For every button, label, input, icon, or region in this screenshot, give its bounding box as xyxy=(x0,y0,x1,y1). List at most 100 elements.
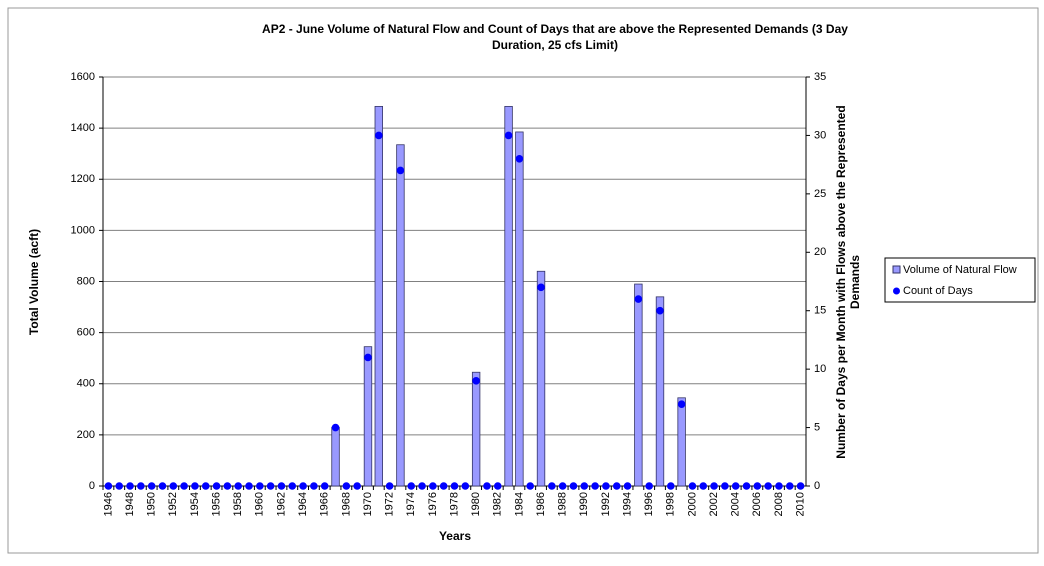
y2-tick-label: 20 xyxy=(814,246,826,258)
dot xyxy=(104,482,113,490)
dot xyxy=(234,482,242,490)
x-tick-label: 1946 xyxy=(102,492,114,516)
dot xyxy=(256,482,264,490)
dot xyxy=(537,283,545,292)
x-tick-label: 1992 xyxy=(600,492,612,516)
dot xyxy=(515,155,524,163)
x-tick-label: 1958 xyxy=(232,492,244,516)
y-tick-label: 200 xyxy=(77,429,95,441)
x-tick-label: 2004 xyxy=(730,492,742,516)
x-tick-label: 1996 xyxy=(643,492,655,516)
dot xyxy=(212,482,221,490)
x-tick-label: 1960 xyxy=(254,492,266,516)
x-tick-label: 1990 xyxy=(578,492,590,516)
dot xyxy=(191,482,199,490)
dot xyxy=(364,353,372,362)
dot xyxy=(374,131,383,140)
dot xyxy=(169,482,178,490)
dot xyxy=(396,166,405,175)
legend-swatch xyxy=(893,287,900,295)
y2-axis-label: Demands xyxy=(848,255,862,309)
dot xyxy=(320,482,329,490)
y2-tick-label: 30 xyxy=(814,129,826,141)
x-tick-label: 1956 xyxy=(210,492,222,516)
bar xyxy=(536,270,546,487)
dot xyxy=(688,482,697,490)
y-tick-label: 1600 xyxy=(71,71,95,83)
x-tick-label: 1988 xyxy=(557,492,569,516)
y2-tick-label: 15 xyxy=(814,305,826,317)
dot xyxy=(667,482,675,490)
x-tick-label: 2010 xyxy=(794,492,806,516)
legend-box xyxy=(884,257,1036,303)
x-tick-label: 1994 xyxy=(621,492,633,516)
y-tick-label: 1000 xyxy=(71,224,95,236)
bar xyxy=(471,371,481,487)
dot xyxy=(429,482,437,490)
y-tick-label: 1400 xyxy=(71,122,95,134)
dot xyxy=(472,377,480,385)
bar xyxy=(396,144,405,487)
dot xyxy=(493,482,502,490)
dot xyxy=(418,482,426,490)
dot xyxy=(180,482,188,490)
x-tick-label: 1998 xyxy=(665,492,677,516)
dot xyxy=(645,482,653,490)
y2-axis-label: Number of Days per Month with Flows abov… xyxy=(834,105,848,458)
dot xyxy=(623,482,632,490)
x-tick-label: 1970 xyxy=(362,492,374,516)
bar xyxy=(634,283,643,487)
x-tick-label: 1968 xyxy=(340,492,352,516)
dot xyxy=(385,482,394,490)
dot xyxy=(342,482,351,490)
dot xyxy=(158,482,167,490)
dot xyxy=(450,482,459,490)
dot xyxy=(201,482,210,490)
dot xyxy=(796,482,805,490)
dot xyxy=(731,482,740,490)
bar xyxy=(374,105,383,487)
dot xyxy=(331,423,340,432)
y2-tick-label: 5 xyxy=(814,421,820,433)
dot xyxy=(277,482,286,490)
dot xyxy=(558,482,567,490)
x-tick-label: 2000 xyxy=(686,492,698,516)
dot xyxy=(407,482,416,490)
dot xyxy=(591,482,599,490)
legend-label: Count of Days xyxy=(903,285,973,297)
x-tick-label: 1962 xyxy=(275,492,287,516)
x-tick-label: 1976 xyxy=(427,492,439,516)
bar xyxy=(655,296,665,487)
x-tick-label: 1984 xyxy=(513,492,525,516)
x-tick-label: 1966 xyxy=(319,492,331,516)
dot xyxy=(115,482,124,490)
y2-tick-label: 25 xyxy=(814,188,826,200)
dot xyxy=(721,482,729,490)
dot xyxy=(580,482,589,490)
x-tick-label: 1964 xyxy=(297,492,309,516)
y2-tick-label: 35 xyxy=(814,71,826,83)
dot xyxy=(288,482,297,490)
x-tick-label: 1974 xyxy=(405,492,417,516)
dot xyxy=(526,482,535,490)
dot xyxy=(439,482,448,490)
dot xyxy=(612,482,621,490)
y-tick-label: 1200 xyxy=(71,173,95,185)
y-tick-label: 400 xyxy=(77,378,95,390)
x-tick-label: 2006 xyxy=(751,492,763,516)
x-tick-label: 1980 xyxy=(470,492,482,516)
bar xyxy=(331,426,340,487)
chart-title: AP2 - June Volume of Natural Flow and Co… xyxy=(262,22,848,36)
x-axis-label: Years xyxy=(439,529,471,543)
dot xyxy=(223,482,232,490)
dot xyxy=(483,482,491,490)
dot xyxy=(147,482,156,490)
y-axis-label: Total Volume (acft) xyxy=(27,229,41,335)
x-tick-label: 2002 xyxy=(708,492,720,516)
dot xyxy=(461,482,470,490)
y-tick-label: 600 xyxy=(77,327,95,339)
dot xyxy=(634,295,643,303)
x-tick-label: 2008 xyxy=(773,492,785,516)
dot xyxy=(753,482,762,490)
